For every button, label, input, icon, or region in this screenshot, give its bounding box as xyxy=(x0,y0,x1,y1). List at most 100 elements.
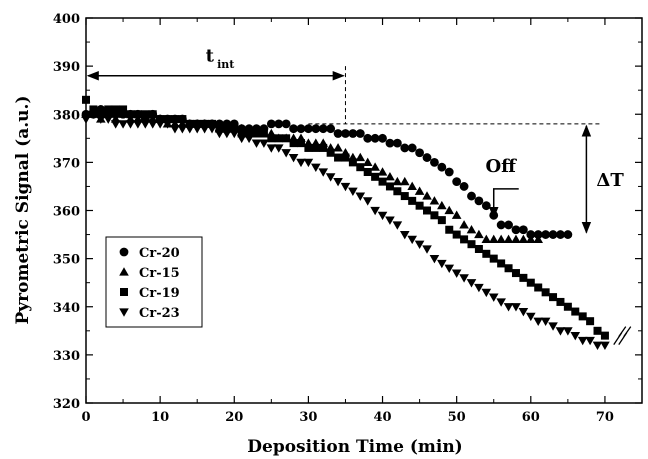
data-point xyxy=(319,143,328,152)
legend-label: Cr-15 xyxy=(139,266,180,281)
data-point xyxy=(170,125,180,134)
data-point xyxy=(148,110,157,119)
data-point xyxy=(348,129,358,138)
t-int-label: t xyxy=(206,45,215,66)
data-point xyxy=(474,229,484,239)
data-point xyxy=(245,129,254,138)
data-point xyxy=(556,297,565,306)
data-point xyxy=(466,279,477,288)
data-point xyxy=(267,134,276,143)
legend-marker xyxy=(119,267,129,276)
data-point xyxy=(193,119,202,128)
data-point xyxy=(414,186,425,195)
data-point xyxy=(81,115,91,124)
data-point xyxy=(325,173,336,182)
data-point xyxy=(549,293,558,302)
data-point xyxy=(526,230,536,239)
data-point xyxy=(326,124,336,134)
data-point xyxy=(88,110,99,120)
data-point xyxy=(415,148,424,158)
data-point xyxy=(177,125,188,134)
data-point xyxy=(296,158,306,168)
y-tick-label: 360 xyxy=(53,205,80,220)
data-point xyxy=(429,255,440,264)
data-point xyxy=(133,120,143,129)
legend-label: Cr-19 xyxy=(139,286,180,301)
data-point xyxy=(141,110,150,119)
data-point xyxy=(459,274,469,283)
data-point xyxy=(340,182,351,192)
x-tick-label: 30 xyxy=(299,410,317,425)
data-point xyxy=(429,196,440,205)
data-point xyxy=(378,133,387,143)
delta-t-label: ΔT xyxy=(596,170,624,191)
data-point xyxy=(333,129,343,138)
data-point xyxy=(133,110,142,119)
data-point xyxy=(288,153,299,163)
data-point xyxy=(385,182,394,191)
data-point xyxy=(422,245,432,254)
data-point xyxy=(363,168,372,176)
data-point xyxy=(393,187,402,196)
x-tick-label: 40 xyxy=(373,410,391,425)
data-point xyxy=(541,288,550,297)
data-point xyxy=(533,317,544,326)
ticks: 0 10 20 30 40 50 60 70 320 330 340 350 360 370 380 390 4… xyxy=(53,12,642,425)
legend-label: Cr-20 xyxy=(139,246,180,261)
data-point xyxy=(445,225,454,234)
data-point xyxy=(392,176,403,186)
data-point xyxy=(237,129,246,138)
data-point xyxy=(222,124,231,133)
data-point xyxy=(518,234,529,243)
data-point xyxy=(311,163,321,172)
legend-marker xyxy=(119,247,129,257)
series-cr-23 xyxy=(81,110,610,351)
data-point xyxy=(400,192,409,201)
data-point xyxy=(370,206,380,216)
data-point xyxy=(147,120,158,129)
data-point xyxy=(385,172,395,181)
data-point xyxy=(184,125,195,134)
data-point xyxy=(541,230,551,239)
data-point xyxy=(170,115,179,124)
data-point xyxy=(199,125,210,134)
data-point xyxy=(511,234,521,243)
data-point xyxy=(111,105,120,114)
data-point xyxy=(103,115,114,124)
data-point xyxy=(577,336,588,346)
data-point xyxy=(333,143,343,152)
data-point xyxy=(155,120,165,129)
data-point xyxy=(422,153,432,162)
x-tick-label: 20 xyxy=(225,410,243,425)
data-point xyxy=(371,172,380,181)
data-point xyxy=(363,133,373,143)
data-point xyxy=(303,158,314,168)
data-point xyxy=(586,317,595,326)
data-point xyxy=(326,148,335,157)
data-point xyxy=(459,182,469,191)
data-point xyxy=(140,120,151,129)
data-point xyxy=(488,293,499,302)
off-label: Off xyxy=(485,156,517,177)
data-point xyxy=(504,264,513,273)
data-point xyxy=(533,230,543,239)
data-point xyxy=(563,327,573,336)
data-point xyxy=(548,322,558,331)
data-point xyxy=(437,162,447,172)
data-point xyxy=(488,234,499,243)
data-point xyxy=(400,143,410,153)
data-point xyxy=(511,225,521,235)
data-point xyxy=(110,120,121,129)
data-point xyxy=(185,119,194,128)
data-point xyxy=(281,119,291,129)
data-point xyxy=(341,153,350,162)
data-point xyxy=(548,230,558,239)
data-point xyxy=(304,124,313,134)
data-point xyxy=(592,341,603,351)
data-point xyxy=(407,181,417,191)
data-point xyxy=(563,230,573,239)
data-point xyxy=(444,264,455,274)
data-point xyxy=(377,211,388,221)
data-point xyxy=(126,110,135,119)
